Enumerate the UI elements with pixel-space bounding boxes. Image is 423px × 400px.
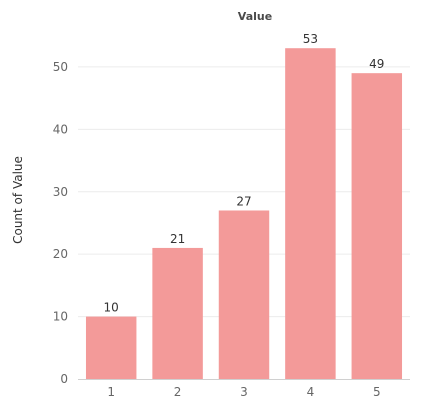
y-tick-label: 0 [60, 372, 68, 386]
y-tick-label: 20 [53, 247, 68, 261]
y-tick-label: 10 [53, 310, 68, 324]
y-axis-label: Count of Value [11, 156, 25, 244]
data-label-2: 21 [170, 232, 185, 246]
bar-1 [85, 316, 137, 379]
x-tick-label: 4 [307, 385, 315, 399]
y-axis-ticks: 0 10 20 30 40 50 [53, 60, 68, 386]
x-tick-label: 1 [107, 385, 115, 399]
bar-3 [218, 210, 270, 379]
bar-4 [285, 48, 336, 379]
data-labels: 10 21 27 53 49 [104, 32, 385, 314]
bars [85, 48, 403, 379]
x-tick-label: 2 [174, 385, 182, 399]
y-tick-label: 50 [53, 60, 68, 74]
data-label-1: 10 [104, 301, 119, 315]
data-label-5: 49 [369, 57, 384, 71]
x-axis-ticks: 1 2 3 4 5 [107, 385, 380, 399]
bar-2 [152, 247, 203, 379]
y-tick-label: 30 [53, 185, 68, 199]
data-label-4: 53 [303, 32, 318, 46]
data-label-3: 27 [236, 194, 251, 208]
y-tick-label: 40 [53, 122, 68, 136]
x-tick-label: 3 [240, 385, 248, 399]
bar-5 [351, 73, 403, 379]
x-tick-label: 5 [373, 385, 381, 399]
chart-title: Value [238, 10, 272, 23]
